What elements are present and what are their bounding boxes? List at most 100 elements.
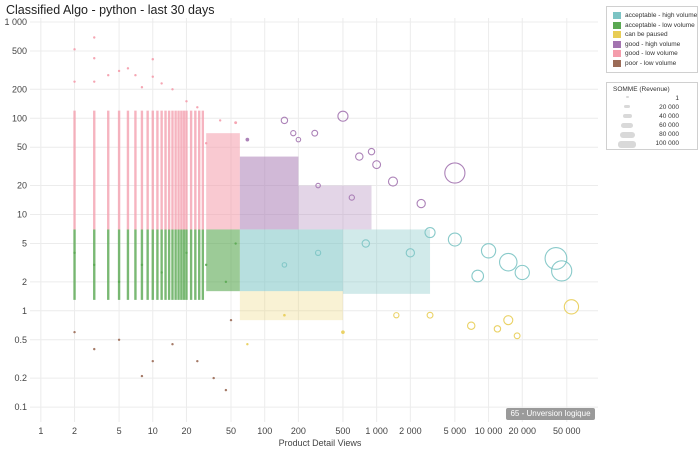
legend-item[interactable]: can be paused <box>613 31 668 40</box>
data-point <box>171 88 174 91</box>
data-point <box>341 330 345 335</box>
data-point <box>229 318 233 322</box>
density-bands <box>73 110 431 321</box>
data-point <box>426 311 434 319</box>
legend-item[interactable]: acceptable - high volume <box>613 12 697 21</box>
data-point <box>93 80 96 83</box>
data-point <box>513 332 521 340</box>
band-acceptable-low <box>206 229 240 292</box>
data-point <box>117 338 121 341</box>
chart-title: Classified Algo - python - last 30 days <box>6 3 215 17</box>
y-tick-label: 0.1 <box>14 402 27 412</box>
size-legend-item: 100 000 <box>613 140 693 149</box>
data-point <box>117 69 121 73</box>
data-point <box>447 232 462 247</box>
data-point <box>224 388 228 392</box>
size-legend-mark <box>619 132 635 138</box>
data-point <box>246 342 249 346</box>
band-good-high-tail <box>298 185 372 230</box>
size-legend-mark <box>622 114 632 118</box>
x-tick-label: 50 <box>226 426 236 436</box>
band-acceptable-high-tail <box>342 229 431 294</box>
legend-swatch <box>613 60 621 67</box>
x-tick-label: 2 000 <box>399 426 422 436</box>
data-point <box>361 239 371 248</box>
data-point <box>290 130 297 137</box>
x-tick-label: 50 000 <box>553 426 581 436</box>
legend-item[interactable]: good - low volume <box>613 50 678 59</box>
data-point <box>348 194 355 201</box>
data-points <box>73 36 580 392</box>
legend-swatch <box>613 21 621 29</box>
size-legend-item: 1 <box>613 95 693 104</box>
size-legend-mark <box>625 96 629 98</box>
color-legend: acceptable - high volume acceptable - low… <box>606 6 698 73</box>
band-can-be-paused <box>239 291 343 321</box>
data-point <box>93 57 96 60</box>
data-point <box>493 325 502 333</box>
x-tick-label: 20 <box>181 426 191 436</box>
x-tick-label: 5 <box>117 426 122 436</box>
size-legend-label: 100 000 <box>655 140 680 147</box>
legend-label: acceptable - high volume <box>625 12 698 20</box>
x-axis-label: Product Detail Views <box>279 438 362 448</box>
data-point <box>314 249 322 256</box>
data-point <box>185 100 188 103</box>
y-tick-label: 500 <box>12 46 27 56</box>
data-point <box>424 226 436 239</box>
data-point <box>73 80 76 83</box>
legend-label: good - high volume <box>625 41 681 49</box>
data-point <box>544 247 568 270</box>
data-point <box>387 176 399 187</box>
legend-swatch <box>613 12 621 19</box>
data-point <box>151 359 154 363</box>
legend-item[interactable]: acceptable - low volume <box>613 21 695 31</box>
size-legend-mark <box>624 105 630 108</box>
data-point <box>73 48 76 51</box>
data-point <box>245 137 250 142</box>
legend-label: good - low volume <box>625 50 678 58</box>
data-point <box>117 280 121 284</box>
y-tick-label: 1 000 <box>4 17 27 27</box>
data-point <box>280 116 289 125</box>
legend-label: acceptable - low volume <box>625 21 695 29</box>
data-point <box>160 271 163 274</box>
legend-item[interactable]: poor - low volume <box>613 60 676 69</box>
data-point <box>355 152 364 161</box>
data-point <box>185 251 188 255</box>
data-point <box>212 376 215 380</box>
info-badge: 65 - Unversion logique <box>506 408 595 420</box>
size-legend-label: 1 <box>675 95 679 102</box>
data-point <box>140 86 144 89</box>
data-point <box>444 162 466 184</box>
data-point <box>140 374 144 378</box>
data-point <box>295 136 302 143</box>
legend-label: poor - low volume <box>625 60 677 68</box>
y-tick-label: 20 <box>17 181 27 191</box>
size-legend-mark <box>618 141 636 148</box>
legend-item[interactable]: good - high volume <box>613 40 681 50</box>
data-point <box>480 243 497 259</box>
legend-swatch <box>613 31 621 39</box>
size-legend-item: 60 000 <box>613 122 693 131</box>
data-point <box>204 142 208 145</box>
x-tick-label: 200 <box>291 426 306 436</box>
data-point <box>134 74 137 77</box>
data-point <box>283 313 286 317</box>
data-point <box>107 74 110 77</box>
band-good-low <box>206 133 240 230</box>
data-point <box>372 160 382 170</box>
data-point <box>224 280 228 284</box>
size-legend-item: 80 000 <box>613 131 693 140</box>
data-point <box>73 330 76 334</box>
data-point <box>204 263 208 267</box>
data-point <box>367 147 376 156</box>
data-point <box>514 264 530 281</box>
data-point <box>234 242 237 245</box>
y-tick-label: 10 <box>17 210 27 220</box>
data-point <box>551 260 573 282</box>
x-tick-label: 20 000 <box>508 426 536 436</box>
y-tick-label: 0.2 <box>14 373 27 383</box>
y-tick-label: 2 <box>22 277 27 287</box>
y-tick-label: 5 <box>22 239 27 249</box>
